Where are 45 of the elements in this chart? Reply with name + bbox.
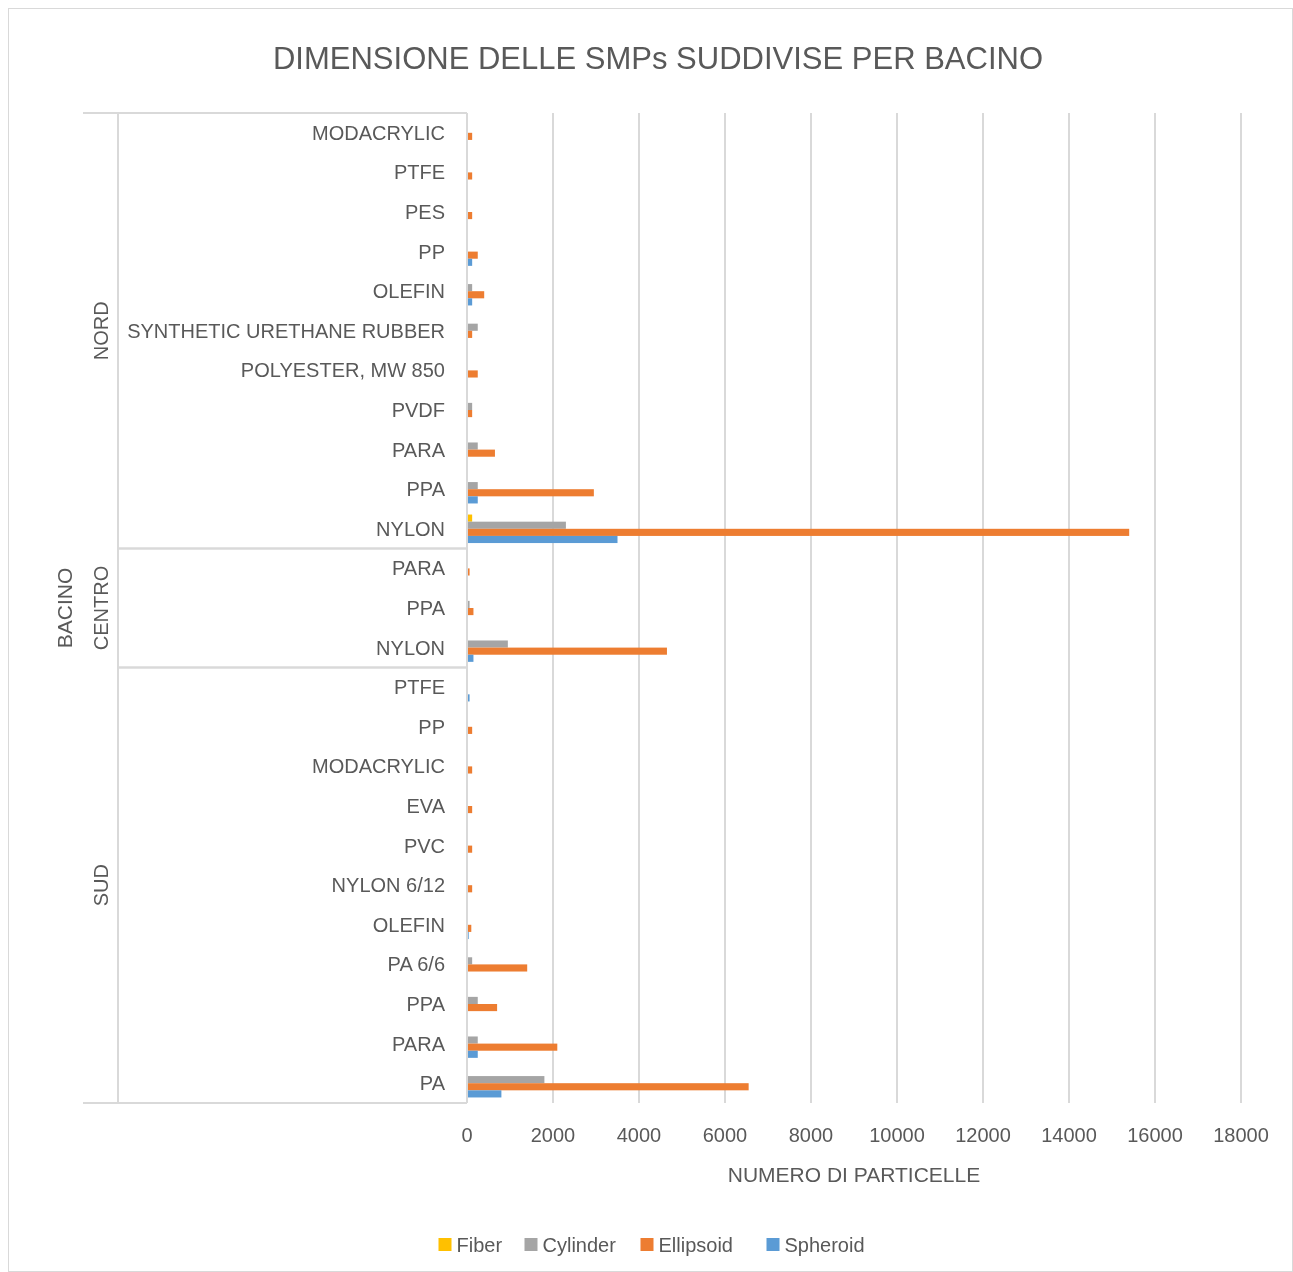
x-tick-label: 0 [461, 1124, 473, 1146]
y-tick-label: POLYESTER, MW 850 [240, 359, 445, 382]
x-axis-title: NUMERO DI PARTICELLE [727, 1163, 981, 1186]
y-tick-label: PARA [392, 438, 446, 461]
y-tick-label: PARA [392, 1032, 446, 1055]
x-tick-label: 6000 [702, 1124, 748, 1146]
y-tick-label: PA [419, 1072, 446, 1095]
y-tick-label: SYNTHETIC URETHANE RUBBER [127, 319, 445, 342]
text: SUD [90, 864, 112, 907]
x-tick-label: 12000 [955, 1124, 1011, 1146]
x-tick-label: 18000 [1213, 1124, 1269, 1146]
y-tick-label: PPA [406, 993, 446, 1015]
legend-label: Spheroid [784, 1234, 865, 1256]
x-tick-label: 16000 [1127, 1124, 1183, 1146]
y-tick-label: NYLON 6/12 [331, 874, 445, 897]
x-tick-label: 10000 [869, 1124, 925, 1146]
chart-title: DIMENSIONE DELLE SMPs SUDDIVISE PER BACINO [272, 41, 1044, 76]
x-tick-label: 14000 [1041, 1124, 1097, 1146]
legend-label: Cylinder [542, 1234, 617, 1256]
legend-label: Fiber [456, 1234, 503, 1256]
y-tick-label: OLEFIN [372, 280, 445, 303]
y-tick-label: PPA [406, 597, 446, 619]
y-tick-label: PTFE [393, 676, 445, 699]
text: CENTRO [90, 565, 112, 651]
y-tick-label: PP [418, 715, 445, 738]
y-tick-label: MODACRYLIC [312, 121, 445, 144]
y-tick-label: PTFE [393, 161, 445, 184]
x-tick-label: 4000 [616, 1124, 662, 1146]
y-tick-label: PVC [403, 834, 445, 857]
y-tick-label: NYLON [376, 636, 445, 659]
x-tick-label: 2000 [530, 1124, 576, 1146]
y-tick-label: MODACRYLIC [312, 755, 445, 778]
x-tick-label: 8000 [788, 1124, 834, 1146]
y-tick-label: OLEFIN [372, 913, 445, 936]
text: NORD [90, 301, 112, 361]
y-axis-title: BACINO [53, 567, 76, 649]
y-tick-label: PARA [392, 557, 446, 580]
y-tick-label: PPA [406, 478, 446, 501]
y-tick-label: PES [404, 201, 445, 223]
y-tick-label: PP [418, 240, 445, 263]
legend-label: Ellipsoid [658, 1234, 733, 1256]
y-tick-label: NYLON [376, 517, 445, 540]
y-tick-label: EVA [406, 795, 446, 817]
y-tick-label: PA 6/6 [387, 953, 445, 976]
y-tick-label: PVDF [391, 399, 445, 421]
